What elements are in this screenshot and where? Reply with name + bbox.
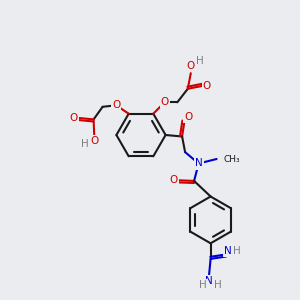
Text: H: H — [81, 139, 88, 149]
Text: N: N — [224, 246, 232, 256]
Text: N: N — [195, 158, 203, 169]
Text: H: H — [214, 280, 221, 290]
Text: H: H — [196, 56, 204, 66]
Text: CH₃: CH₃ — [223, 154, 240, 164]
Text: N: N — [205, 276, 213, 286]
Text: O: O — [160, 97, 169, 107]
Text: O: O — [202, 81, 211, 91]
Text: O: O — [90, 136, 98, 146]
Text: O: O — [187, 61, 195, 71]
Text: O: O — [69, 113, 78, 123]
Text: O: O — [184, 112, 192, 122]
Text: O: O — [112, 100, 120, 110]
Text: O: O — [169, 175, 178, 185]
Text: H: H — [233, 246, 241, 256]
Text: H: H — [199, 280, 206, 290]
